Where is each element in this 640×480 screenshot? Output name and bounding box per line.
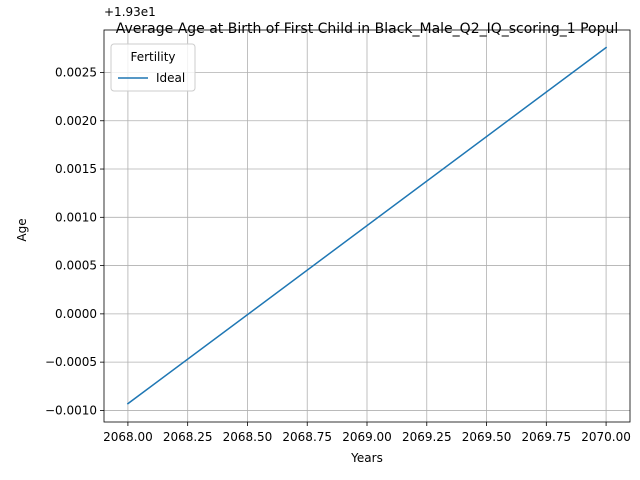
x-tick-label: 2068.00 bbox=[103, 430, 153, 444]
x-tick-label: 2068.50 bbox=[223, 430, 273, 444]
legend-title: Fertility bbox=[130, 50, 175, 64]
y-tick-label: 0.0000 bbox=[55, 307, 97, 321]
legend-label-ideal: Ideal bbox=[156, 71, 185, 85]
x-tick-label: 2069.75 bbox=[522, 430, 572, 444]
y-axis-label: Age bbox=[15, 218, 29, 241]
y-tick-label: 0.0015 bbox=[55, 162, 97, 176]
x-tick-label: 2070.00 bbox=[581, 430, 631, 444]
x-tick-label: 2068.25 bbox=[163, 430, 213, 444]
y-tick-label: 0.0005 bbox=[55, 259, 97, 273]
y-offset-label: +1.93e1 bbox=[104, 5, 156, 19]
x-axis-label: Years bbox=[350, 451, 383, 465]
y-tick-label: −0.0010 bbox=[45, 403, 97, 417]
legend: Fertility Ideal bbox=[111, 44, 195, 91]
x-tick-label: 2069.50 bbox=[462, 430, 512, 444]
x-tick-label: 2069.00 bbox=[342, 430, 392, 444]
y-tick-label: 0.0025 bbox=[55, 65, 97, 79]
x-tick-label: 2068.75 bbox=[282, 430, 332, 444]
y-tick-label: −0.0005 bbox=[45, 355, 97, 369]
y-tick-label: 0.0010 bbox=[55, 210, 97, 224]
y-tick-label: 0.0020 bbox=[55, 114, 97, 128]
chart-title: Average Age at Birth of First Child in B… bbox=[116, 21, 618, 37]
x-tick-label: 2069.25 bbox=[402, 430, 452, 444]
